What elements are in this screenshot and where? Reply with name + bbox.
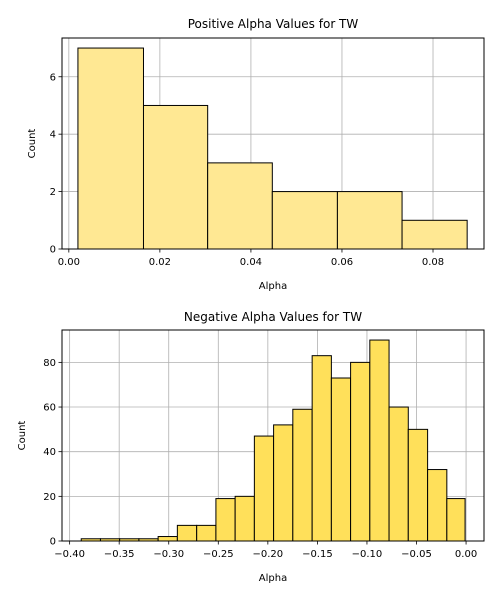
histogram-bar bbox=[176, 524, 198, 542]
y-axis-ticks: 0 2 4 6 bbox=[50, 72, 62, 256]
x-tick-label: −0.20 bbox=[253, 549, 284, 560]
positive-alpha-chart: Positive Alpha Values for TW 0.00 0.02 0.0… bbox=[27, 17, 485, 292]
x-tick-label: 0.00 bbox=[58, 257, 80, 268]
y-tick-label: 80 bbox=[43, 358, 56, 369]
histogram-bar bbox=[446, 498, 466, 542]
x-tick-label: −0.35 bbox=[104, 549, 135, 560]
y-axis-label: Count bbox=[17, 421, 28, 451]
histogram-bar bbox=[427, 469, 448, 542]
negative-alpha-chart: Negative Alpha Values for TW −0.40 −0.35−… bbox=[17, 310, 485, 584]
x-tick-label: 0.08 bbox=[422, 257, 444, 268]
y-tick-label: 20 bbox=[43, 492, 56, 503]
histogram-bar bbox=[407, 428, 429, 542]
y-tick-label: 0 bbox=[50, 537, 56, 548]
histogram-bar bbox=[196, 524, 217, 542]
histogram-bar bbox=[330, 377, 352, 542]
x-tick-label: −0.30 bbox=[153, 549, 184, 560]
histogram-bar bbox=[388, 406, 409, 542]
x-tick-label: −0.40 bbox=[54, 549, 85, 560]
histogram-bar bbox=[157, 536, 178, 542]
x-axis-label: Alpha bbox=[259, 281, 287, 292]
histogram-bar bbox=[271, 191, 338, 250]
x-tick-label: 0.06 bbox=[331, 257, 353, 268]
histogram-bar bbox=[77, 47, 144, 250]
histogram-bar bbox=[336, 191, 403, 250]
histogram-bar bbox=[234, 495, 255, 542]
histogram-bar bbox=[311, 355, 332, 542]
histogram-bar bbox=[215, 498, 236, 542]
x-tick-label: 0.02 bbox=[149, 257, 171, 268]
x-axis-label: Alpha bbox=[259, 573, 287, 584]
y-tick-label: 6 bbox=[50, 72, 56, 83]
x-tick-label: −0.15 bbox=[302, 549, 333, 560]
histogram-bar bbox=[273, 424, 294, 542]
x-tick-label: 0.04 bbox=[240, 257, 262, 268]
histogram-bar bbox=[207, 162, 273, 250]
histogram-bar bbox=[292, 408, 313, 542]
plot-frame bbox=[61, 329, 485, 542]
y-tick-label: 60 bbox=[43, 403, 56, 414]
histogram-bar bbox=[401, 219, 468, 250]
histogram-bar bbox=[142, 104, 209, 250]
y-axis-ticks: 0 20 40 60 80 bbox=[43, 358, 62, 548]
chart-title: Negative Alpha Values for TW bbox=[184, 310, 362, 324]
y-axis-label: Count bbox=[27, 129, 38, 159]
histogram-bar bbox=[369, 339, 390, 542]
x-axis-ticks: 0.00 0.02 0.04 0.06 0.08 bbox=[58, 249, 444, 268]
plot-frame bbox=[61, 37, 485, 250]
histogram-bar bbox=[350, 361, 371, 542]
histogram-bars bbox=[77, 47, 468, 250]
y-tick-label: 2 bbox=[50, 187, 56, 198]
y-tick-label: 0 bbox=[50, 245, 56, 256]
x-tick-label: −0.05 bbox=[401, 549, 432, 560]
histogram-bar bbox=[253, 435, 275, 542]
x-axis-ticks: −0.40 −0.35 −0.30 −0.25 −0.20 −0.15 −0.10 −0.05… bbox=[54, 541, 477, 560]
chart-title: Positive Alpha Values for TW bbox=[188, 17, 359, 31]
histogram-bars bbox=[80, 339, 466, 542]
x-tick-label: −0.25 bbox=[203, 549, 234, 560]
y-tick-label: 4 bbox=[50, 130, 56, 141]
y-tick-label: 40 bbox=[43, 447, 56, 458]
x-tick-label: 0.00 bbox=[455, 549, 477, 560]
x-tick-label: −0.10 bbox=[352, 549, 383, 560]
